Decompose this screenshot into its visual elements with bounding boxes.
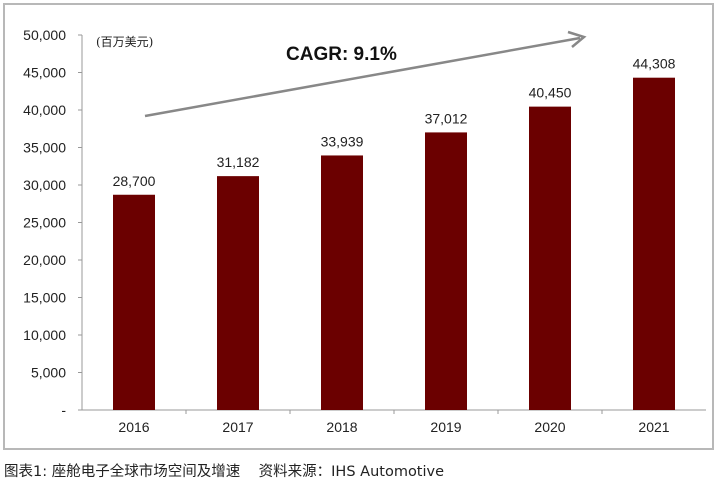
x-tick-label: 2018 bbox=[326, 419, 357, 435]
y-tick-label: 30,000 bbox=[23, 177, 66, 193]
cagr-arrow bbox=[144, 30, 587, 118]
data-label: 28,700 bbox=[113, 173, 156, 189]
data-label: 44,308 bbox=[633, 56, 676, 72]
y-tick-label: 15,000 bbox=[23, 290, 66, 306]
y-tick-label: 20,000 bbox=[23, 252, 66, 268]
unit-label: (百万美元) bbox=[96, 35, 153, 49]
bar-2017 bbox=[217, 176, 259, 410]
y-tick-label: - bbox=[61, 402, 66, 418]
x-tick-label: 2021 bbox=[638, 419, 669, 435]
x-tick-label: 2017 bbox=[222, 419, 253, 435]
y-tick-label: 5,000 bbox=[31, 365, 66, 381]
x-tick-label: 2020 bbox=[534, 419, 565, 435]
chart-frame bbox=[3, 3, 714, 450]
y-tick-label: 50,000 bbox=[23, 27, 66, 43]
bar-2020 bbox=[529, 106, 571, 410]
data-label: 37,012 bbox=[425, 110, 468, 126]
bar-2018 bbox=[321, 155, 363, 410]
y-tick-label: 25,000 bbox=[23, 215, 66, 231]
data-label: 31,182 bbox=[217, 154, 260, 170]
data-label: 33,939 bbox=[321, 133, 364, 149]
y-tick-label: 45,000 bbox=[23, 65, 66, 81]
y-tick-label: 10,000 bbox=[23, 327, 66, 343]
y-tick-label: 40,000 bbox=[23, 102, 66, 118]
bar-2016 bbox=[113, 194, 155, 410]
cagr-annotation: CAGR: 9.1% bbox=[286, 44, 397, 65]
bar-2021 bbox=[633, 77, 675, 410]
x-tick-label: 2019 bbox=[430, 419, 461, 435]
bar-chart: (百万美元) CAGR: 9.1% - 5,000 10,000 15,000 20,0… bbox=[23, 27, 706, 435]
figure-caption: 图表1: 座舱电子全球市场空间及增速 资料来源：IHS Automotive bbox=[4, 464, 445, 480]
x-tick-label: 2016 bbox=[118, 419, 149, 435]
bar-2019 bbox=[425, 132, 467, 410]
data-label: 40,450 bbox=[529, 85, 572, 101]
y-tick-label: 35,000 bbox=[23, 140, 66, 156]
